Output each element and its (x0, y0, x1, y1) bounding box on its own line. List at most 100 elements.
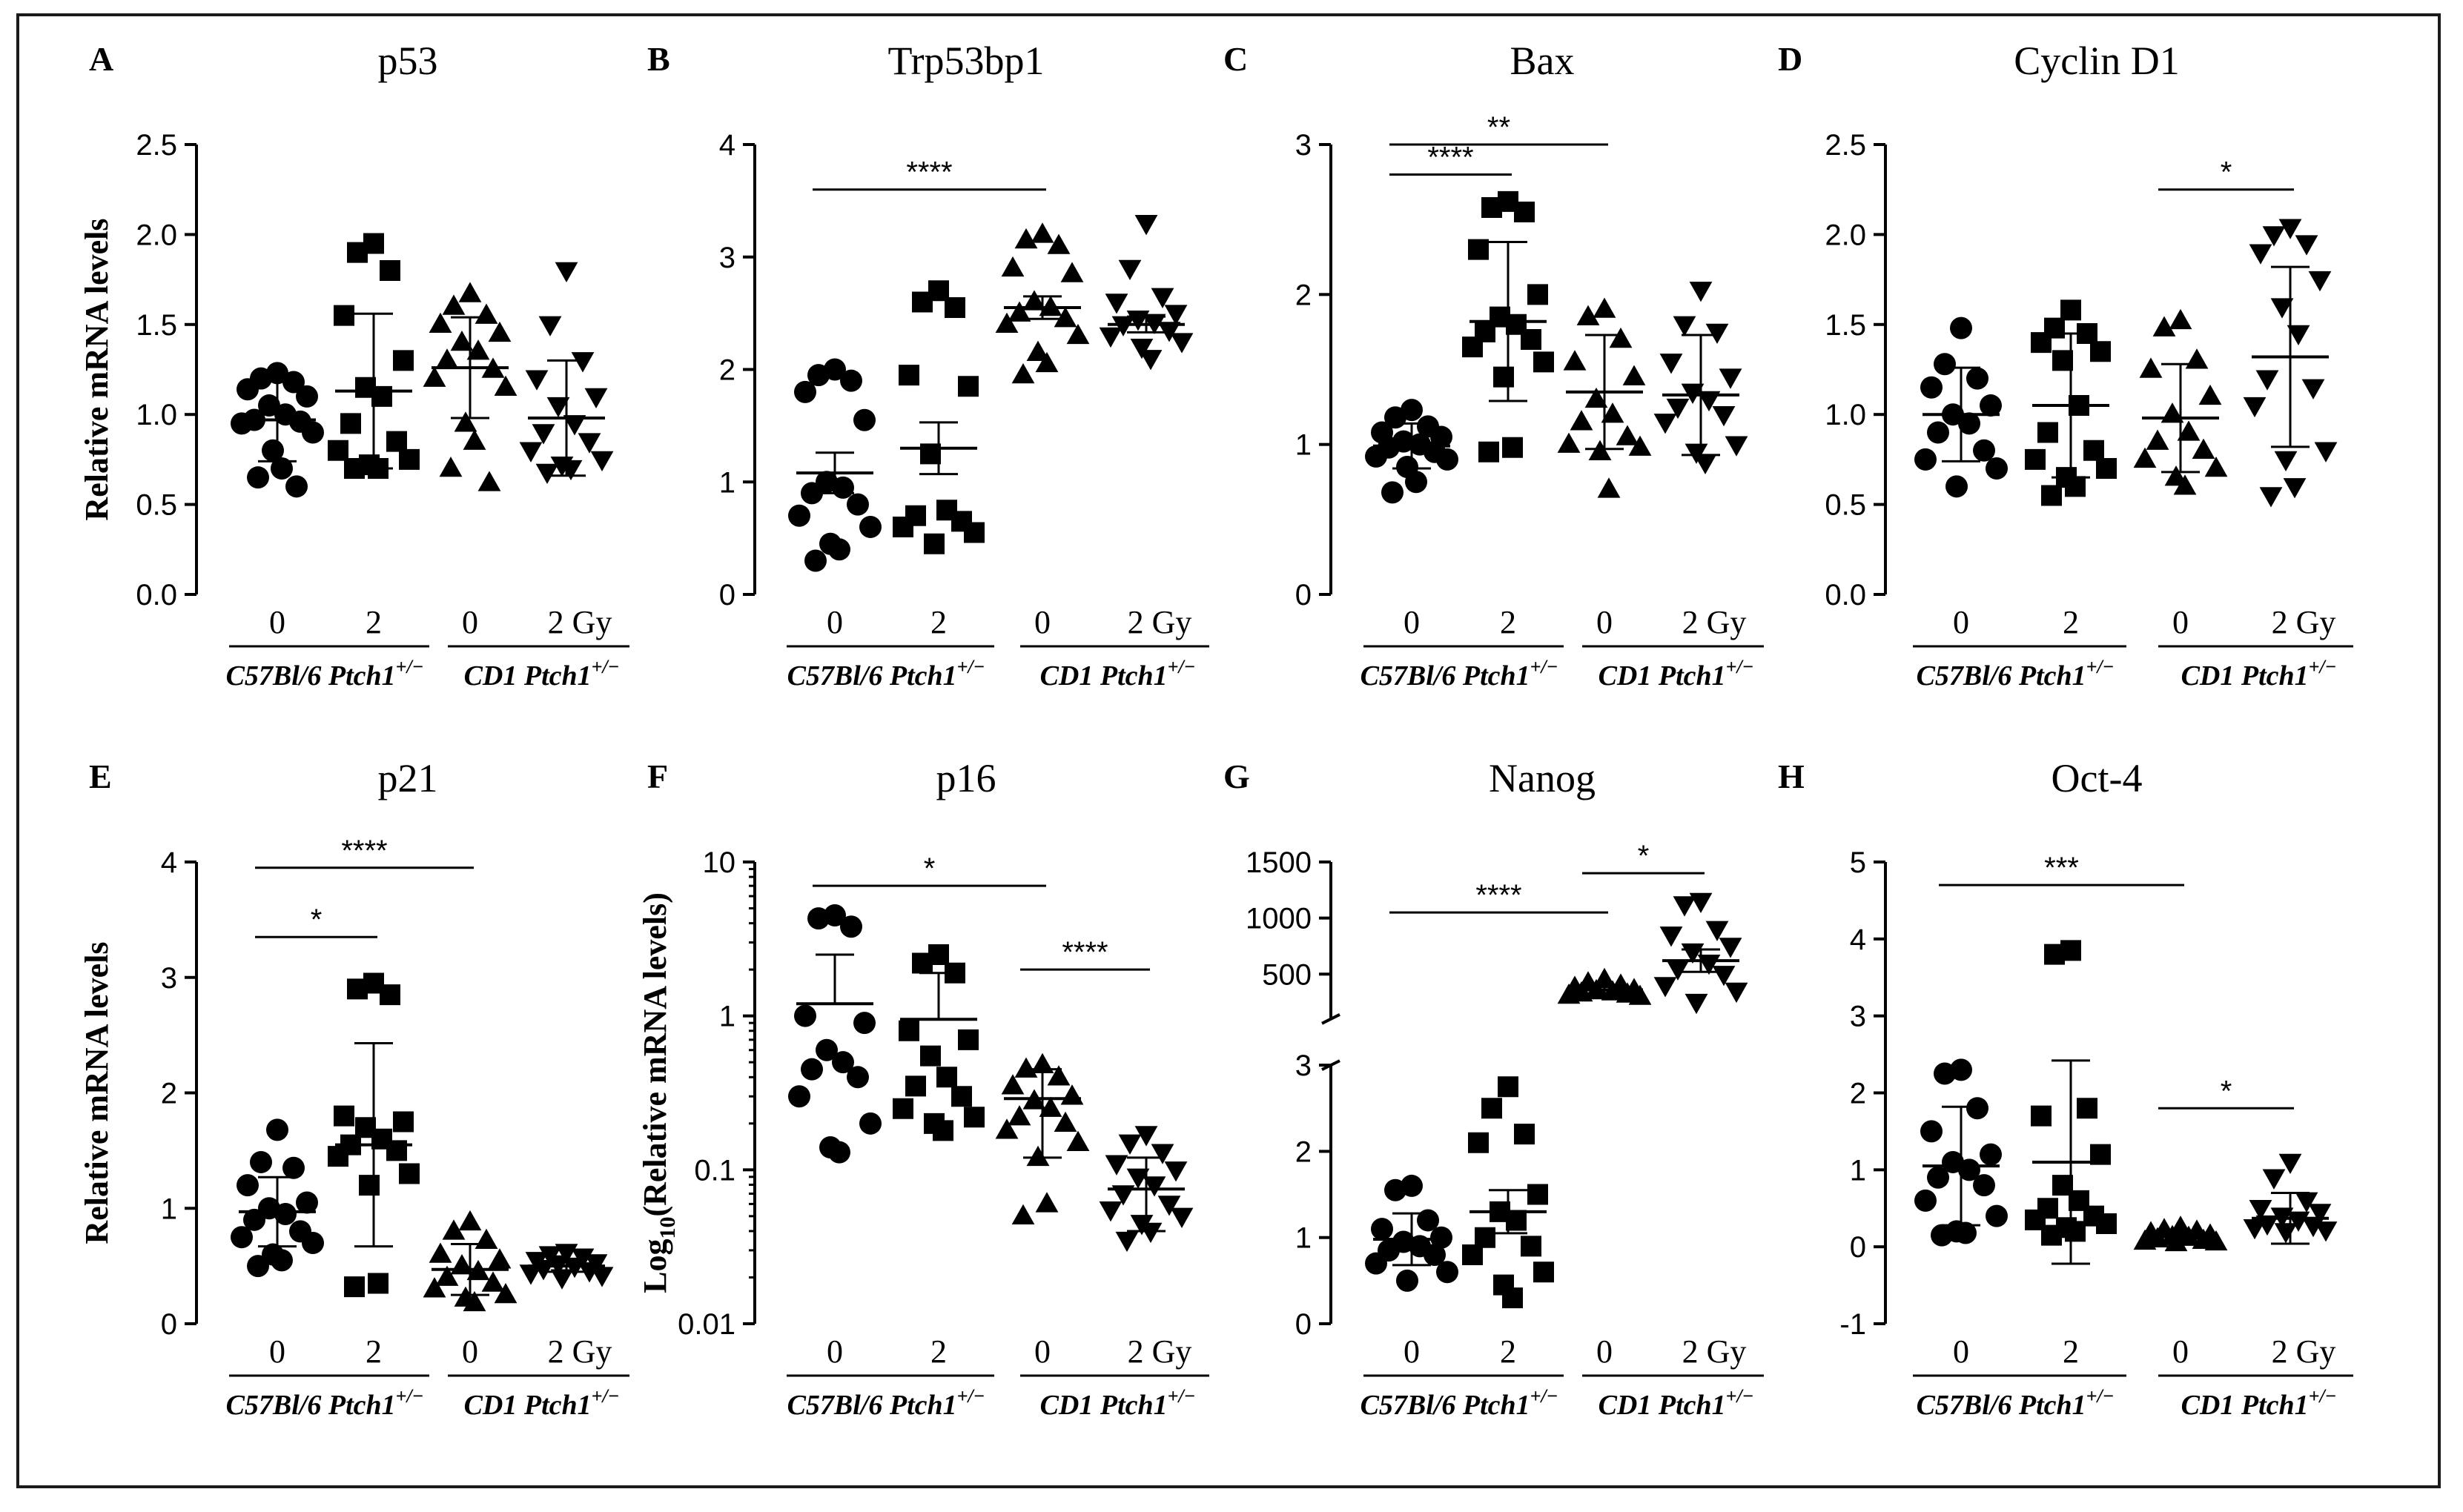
data-point (584, 388, 608, 409)
x-tick-label: 2 Gy (2272, 1333, 2336, 1370)
data-point (1712, 406, 1736, 427)
data-point (1035, 351, 1059, 373)
x-tick-label: 2 Gy (548, 1333, 612, 1370)
data-point (840, 369, 862, 392)
significance-label: *** (2044, 852, 2079, 884)
y-tick-label: 2 (1295, 279, 1312, 311)
data-point (788, 1085, 810, 1108)
data-point (1105, 1155, 1128, 1176)
data-point (571, 352, 595, 373)
x-tick-label: 2 (930, 1333, 947, 1370)
x-tick-label: 2 (930, 604, 947, 640)
y-tick-label: 1.5 (136, 309, 177, 342)
y-tick-label: 1.5 (1825, 309, 1866, 342)
x-tick-label: 0 (462, 604, 478, 640)
data-point (466, 339, 490, 360)
y-tick-label: 2 (1295, 1135, 1312, 1168)
data-point (1719, 938, 1742, 958)
x-tick-label: 0 (827, 1333, 843, 1370)
data-point (2177, 420, 2201, 441)
data-point (302, 1231, 324, 1254)
data-point (2204, 1230, 2228, 1251)
x-tick-label: 2 (1500, 604, 1516, 640)
y-tick-label: 1 (1850, 1154, 1866, 1187)
data-point (859, 1112, 882, 1135)
data-point (2274, 451, 2298, 471)
group-genotype-label: C57Bl/6 Ptch1+/− (1917, 1385, 2115, 1421)
significance-label: **** (1427, 141, 1473, 173)
y-tick-label: 0 (1850, 1231, 1866, 1264)
data-point (1597, 477, 1621, 498)
data-point (1920, 376, 1943, 399)
data-point (1666, 398, 1690, 420)
data-point (2283, 478, 2307, 499)
data-point (1396, 1269, 1418, 1292)
data-point (1628, 984, 1652, 1005)
y-tick-label: 4 (719, 129, 735, 162)
x-tick-label: 0 (462, 1333, 478, 1370)
data-point (282, 371, 305, 394)
panel-d: D Cyclin D1 0.0 0.5 1.0 1.5 2.0 2.5 0 2 0 2 Gy C57Bl… (1778, 39, 2353, 692)
data-point (1099, 1201, 1123, 1222)
data-point (1436, 1261, 1458, 1284)
data-point (463, 429, 486, 450)
y-tick-label: 0.0 (136, 579, 177, 611)
data-point (442, 294, 466, 315)
x-tick-label: 2 Gy (548, 604, 612, 640)
data-point (328, 1146, 348, 1167)
data-point (1157, 1196, 1181, 1216)
data-point (2262, 226, 2286, 247)
data-point (1980, 1143, 2002, 1166)
data-point (1533, 1261, 1554, 1283)
significance-label: * (2221, 156, 2232, 189)
y-tick-label: 0 (719, 579, 735, 611)
data-point (1008, 1105, 1031, 1126)
data-point (928, 280, 949, 302)
data-point (1047, 233, 1071, 254)
data-point (893, 1098, 913, 1119)
data-point (2041, 1224, 2062, 1246)
y-tick-label: 0.5 (1825, 489, 1866, 522)
data-point (355, 377, 376, 398)
y-tick-label: 0 (1295, 1308, 1312, 1341)
data-point (1576, 305, 1600, 325)
data-point (1099, 327, 1123, 348)
data-point (1493, 366, 1514, 388)
x-tick-label: 2 (2063, 604, 2079, 640)
data-point (1462, 336, 1483, 358)
data-point (1557, 983, 1581, 1004)
panel-title: Trp53bp1 (887, 39, 1044, 83)
significance-label: **** (1062, 936, 1108, 969)
data-point (519, 1264, 543, 1285)
y-axis-label: Relative mRNA levels (79, 941, 115, 1244)
data-point (958, 1029, 979, 1050)
y-tick-label: 2 (161, 1078, 177, 1110)
data-point (1143, 1176, 1166, 1197)
data-point (1014, 1057, 1038, 1078)
data-point (1164, 305, 1188, 325)
data-point (1170, 333, 1194, 354)
y-tick-label: 0.5 (136, 489, 177, 522)
data-point (1481, 196, 1502, 218)
data-point (347, 242, 368, 263)
y-tick-label: 2.5 (136, 129, 177, 162)
data-point (1934, 1062, 1956, 1085)
data-point (964, 522, 985, 543)
data-point (1054, 1111, 1077, 1133)
data-point (964, 1107, 985, 1128)
data-point (1514, 1124, 1535, 1145)
data-point (439, 456, 463, 477)
data-point (2065, 1221, 2086, 1242)
data-point (271, 457, 293, 480)
data-point (807, 364, 830, 387)
data-point (1047, 1065, 1071, 1086)
data-point (2243, 1219, 2267, 1240)
data-point (1481, 1098, 1502, 1119)
y-tick-label: 1 (719, 1001, 735, 1033)
data-point (2037, 422, 2058, 443)
data-point (1659, 354, 1683, 374)
data-point (2259, 487, 2283, 508)
data-point (535, 463, 559, 484)
